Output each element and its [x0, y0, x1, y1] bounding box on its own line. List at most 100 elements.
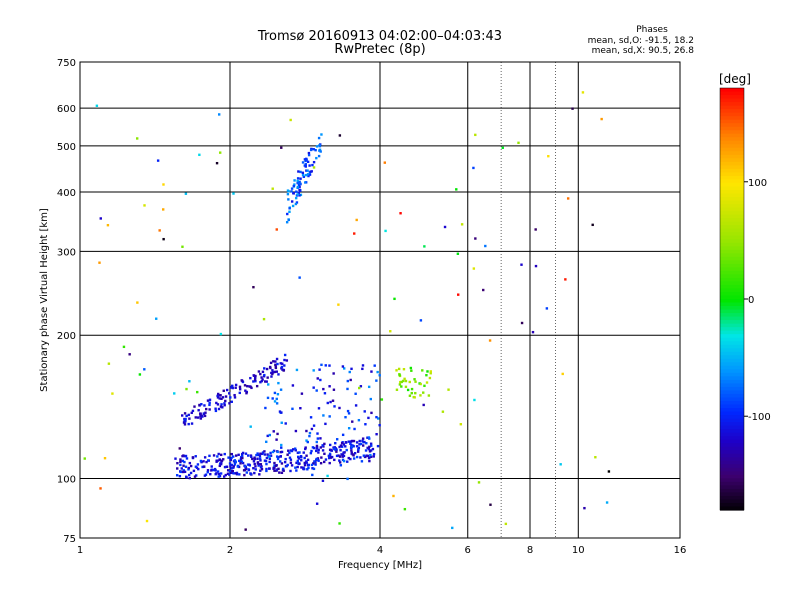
echo-point: [179, 470, 182, 474]
echo-point: [275, 438, 278, 441]
echo-point: [368, 450, 372, 453]
echo-point: [303, 456, 306, 460]
x-tick-label: 16: [674, 545, 687, 556]
echo-point: [208, 401, 211, 404]
echo-point: [400, 380, 403, 384]
echo-point: [217, 407, 221, 411]
echo-point: [285, 221, 289, 224]
colorbar-segment: [720, 242, 744, 247]
colorbar-segment: [720, 207, 744, 212]
echo-point: [262, 317, 266, 321]
echo-point: [194, 465, 198, 468]
colorbar-segment: [720, 130, 744, 135]
echo-point: [365, 454, 368, 457]
colorbar-segment: [720, 288, 744, 293]
echo-point: [180, 414, 184, 417]
echo-point: [504, 522, 508, 526]
echo-point: [247, 463, 251, 466]
echo-point: [315, 145, 319, 148]
colorbar: 100 0 -100: [719, 87, 771, 511]
echo-point: [312, 160, 316, 164]
echo-point: [397, 367, 401, 371]
echo-point: [357, 418, 361, 422]
echo-point: [389, 330, 392, 333]
echo-point: [276, 393, 280, 396]
echo-point: [375, 379, 378, 382]
echo-point: [245, 390, 249, 394]
echo-point: [305, 439, 308, 442]
echo-point: [289, 461, 293, 464]
echo-point: [421, 369, 424, 372]
colorbar-segment: [720, 161, 744, 166]
echo-point: [197, 409, 200, 412]
echo-point: [239, 462, 242, 465]
echo-point: [306, 169, 309, 172]
echo-point: [300, 392, 304, 395]
echo-point: [380, 398, 384, 401]
echo-point: [298, 180, 301, 184]
echo-point: [315, 389, 318, 392]
colorbar-segment: [720, 478, 744, 483]
echo-point: [315, 502, 319, 505]
echo-point: [206, 459, 210, 462]
echo-point: [268, 457, 272, 460]
echo-point: [318, 149, 321, 152]
echo-point: [460, 223, 464, 226]
echo-point: [190, 411, 193, 415]
echo-point: [263, 373, 266, 377]
echo-point: [223, 403, 226, 407]
echo-point: [264, 406, 267, 410]
echo-point: [323, 392, 327, 395]
echo-point: [261, 451, 265, 454]
echo-point: [338, 522, 341, 525]
echo-point: [234, 386, 237, 389]
echo-point: [259, 372, 262, 376]
echo-point: [183, 417, 186, 421]
echo-point: [409, 366, 413, 370]
echo-point: [188, 476, 191, 480]
echo-point: [275, 455, 279, 458]
echo-point: [229, 396, 232, 399]
colorbar-segment: [720, 165, 744, 170]
echo-point: [240, 460, 244, 463]
echo-point: [344, 445, 347, 448]
echo-point: [376, 417, 380, 420]
echo-point: [219, 462, 223, 466]
colorbar-segment: [720, 436, 744, 441]
colorbar-segment: [720, 502, 744, 508]
echo-point: [181, 454, 184, 458]
echo-point: [254, 468, 257, 471]
colorbar-segment: [720, 404, 744, 409]
echo-point: [235, 471, 239, 475]
echo-point: [294, 447, 297, 450]
echo-point: [173, 392, 176, 395]
colorbar-segment: [720, 158, 744, 163]
echo-point: [337, 454, 340, 457]
echo-point: [294, 429, 298, 433]
echo-point: [184, 475, 188, 478]
echo-point: [182, 464, 185, 467]
echo-point: [204, 411, 207, 414]
echo-point: [351, 420, 354, 423]
echo-point: [340, 441, 344, 445]
echo-point: [328, 364, 331, 367]
echo-point: [302, 466, 305, 469]
colorbar-tick-label: -100: [748, 412, 771, 423]
echo-point: [350, 367, 353, 371]
echo-point: [253, 456, 256, 459]
echo-point: [395, 388, 399, 391]
echo-point: [208, 454, 211, 458]
echo-point: [600, 117, 603, 121]
echo-point: [413, 378, 416, 381]
y-tick-label: 75: [63, 534, 76, 545]
echo-point: [399, 380, 402, 384]
echo-point: [265, 469, 268, 473]
echo-point: [280, 462, 284, 465]
echo-point: [520, 321, 524, 325]
echo-point: [203, 414, 207, 418]
colorbar-segment: [720, 88, 744, 93]
y-tick-label: 400: [57, 188, 76, 199]
colorbar-segment: [720, 309, 744, 314]
chart-subtitle: RwPretec (8p): [334, 42, 425, 57]
